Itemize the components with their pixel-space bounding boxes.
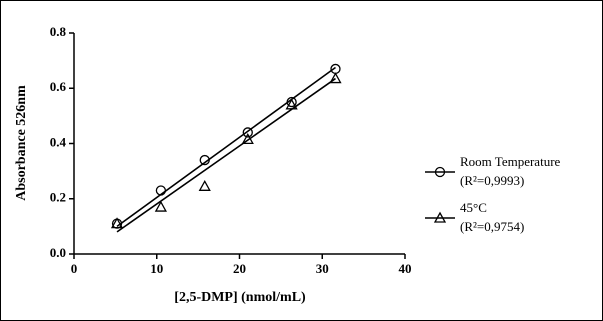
marker — [199, 154, 210, 166]
fit-line — [116, 66, 336, 228]
x-tick-label: 0 — [71, 261, 78, 276]
x-axis-title: [2,5-DMP] (nmol/mL) — [174, 290, 306, 305]
y-axis-title: Absorbance 526nm — [14, 85, 29, 201]
fit-line — [116, 77, 336, 233]
x-tick-label: 30 — [316, 261, 329, 276]
marker — [110, 217, 124, 229]
y-tick-label: 0.8 — [50, 24, 67, 39]
marker — [286, 96, 297, 108]
y-tick-label: 0.2 — [50, 190, 66, 205]
marker — [242, 127, 253, 138]
legend-marker — [433, 211, 447, 223]
y-tick-label: 0.6 — [50, 79, 67, 94]
y-tick-label: 0.4 — [50, 134, 67, 149]
x-tick-label: 10 — [150, 261, 163, 276]
marker — [329, 72, 342, 84]
x-tick-label: 20 — [233, 261, 246, 276]
legend-label: 45°C — [460, 200, 487, 215]
legend-r2: (R²=0,9754) — [460, 219, 524, 234]
marker — [285, 98, 298, 110]
marker — [154, 200, 167, 212]
marker — [155, 185, 167, 196]
legend-label: Room Temperature — [460, 154, 561, 169]
marker — [198, 179, 211, 191]
y-tick-label: 0.0 — [50, 245, 66, 260]
legend-marker — [434, 166, 446, 178]
marker — [241, 133, 254, 145]
x-tick-label: 40 — [399, 261, 412, 276]
legend-r2: (R²=0,9993) — [460, 173, 524, 188]
